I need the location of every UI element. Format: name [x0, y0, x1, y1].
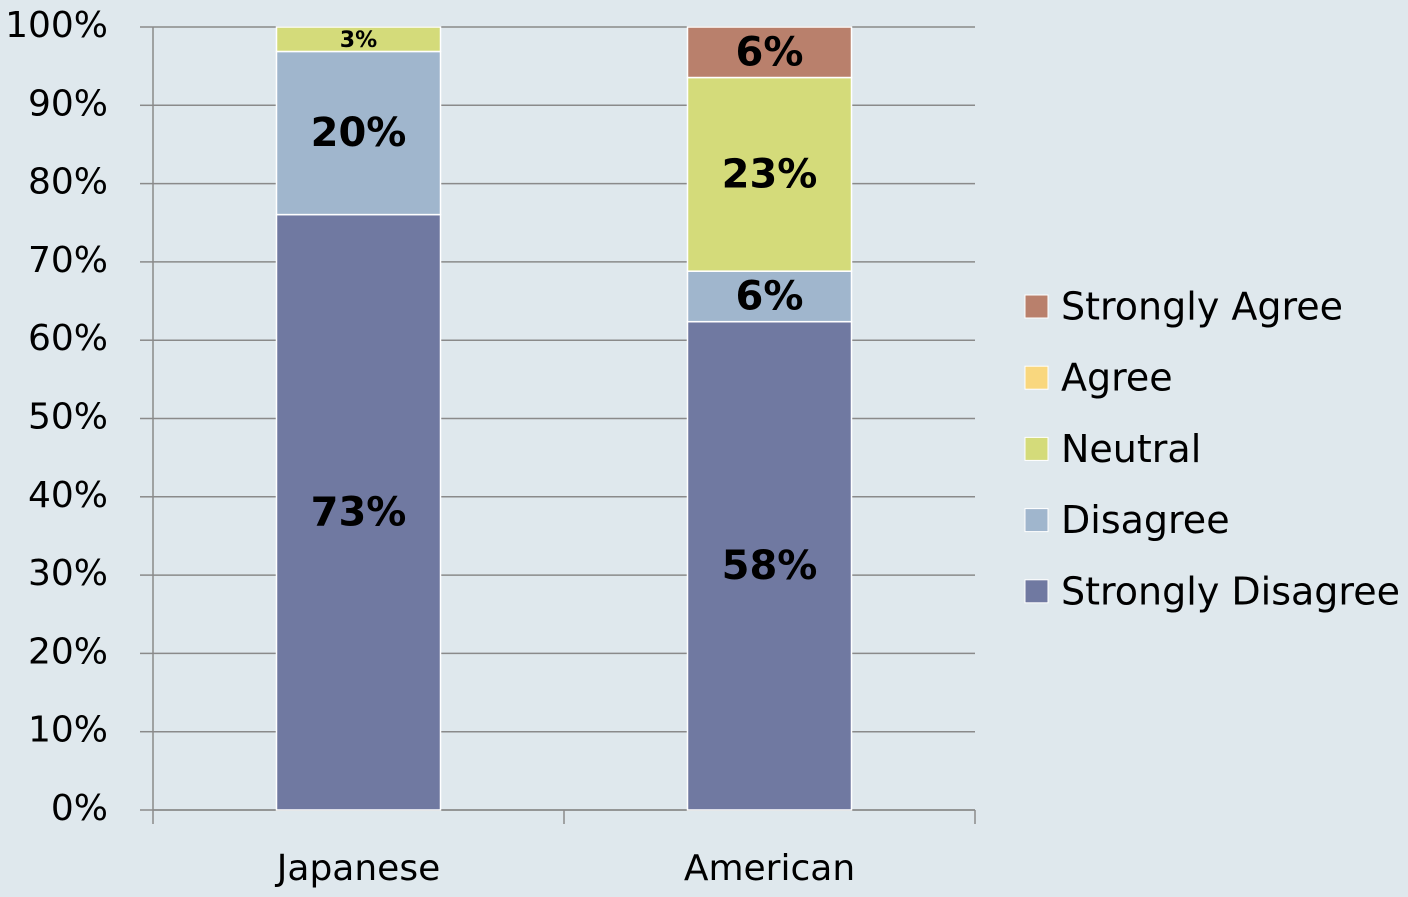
- y-tick-label: 60%: [28, 318, 108, 359]
- y-tick-label: 70%: [28, 240, 108, 281]
- bar-segment: [275, 213, 442, 811]
- legend-swatch: [1024, 365, 1049, 390]
- y-tick-label: 30%: [28, 553, 108, 594]
- legend-label: Neutral: [1061, 427, 1201, 471]
- y-tick-label: 20%: [28, 631, 108, 672]
- y-tick-label: 40%: [28, 475, 108, 516]
- x-tick-label: Japanese: [275, 848, 440, 889]
- value-label: 6%: [736, 29, 804, 75]
- bar-segment: [686, 76, 853, 272]
- y-tick-label: 50%: [28, 397, 108, 438]
- legend-label: Agree: [1061, 356, 1173, 400]
- y-tick-label: 80%: [28, 162, 108, 203]
- bar-segment: [686, 270, 853, 323]
- y-tick-label: 0%: [51, 788, 108, 829]
- y-tick-label: 100%: [5, 5, 108, 46]
- value-label: 73%: [311, 489, 407, 535]
- value-label: 6%: [736, 273, 804, 319]
- value-label: 58%: [722, 543, 818, 589]
- legend-label: Strongly Disagree: [1061, 569, 1400, 613]
- bar-segment: [686, 26, 853, 79]
- legend-swatch: [1024, 294, 1049, 319]
- y-tick-label: 90%: [28, 83, 108, 124]
- bar-segment: [686, 320, 853, 811]
- value-label: 3%: [340, 28, 377, 53]
- bar-segment: [275, 50, 442, 216]
- legend-label: Disagree: [1061, 498, 1230, 542]
- value-label: 23%: [722, 151, 818, 197]
- y-tick-label: 10%: [28, 710, 108, 751]
- bar-segment: [275, 26, 442, 53]
- legend-swatch: [1024, 579, 1049, 604]
- value-label: 20%: [311, 110, 407, 156]
- legend-label: Strongly Agree: [1061, 285, 1343, 329]
- legend-swatch: [1024, 508, 1049, 533]
- x-tick-label: American: [684, 848, 855, 889]
- legend-swatch: [1024, 436, 1049, 461]
